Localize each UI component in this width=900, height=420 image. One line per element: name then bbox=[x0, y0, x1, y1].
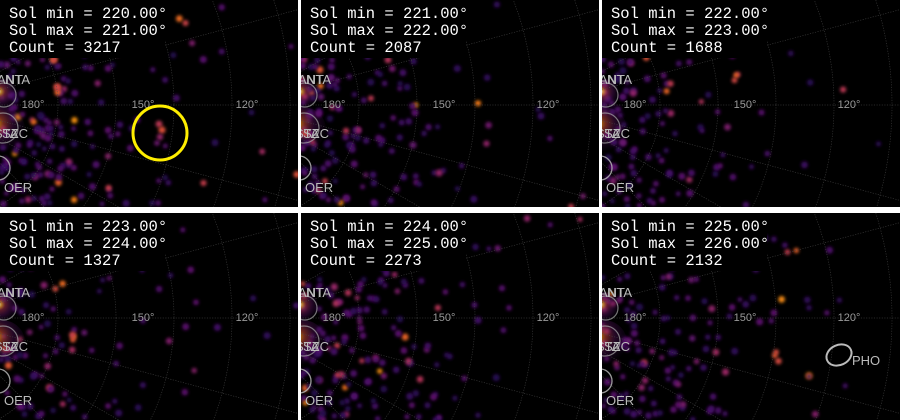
svg-text:180°: 180° bbox=[323, 312, 346, 324]
svg-text:120°: 120° bbox=[537, 99, 560, 111]
svg-text:Sol min = 223.00°: Sol min = 223.00° bbox=[9, 218, 167, 236]
svg-text:NTA: NTA bbox=[5, 285, 30, 300]
svg-text:180°: 180° bbox=[624, 99, 647, 111]
svg-text:SZC: SZC bbox=[604, 339, 630, 354]
svg-text:150°: 150° bbox=[433, 99, 456, 111]
svg-text:Count = 2087: Count = 2087 bbox=[310, 39, 422, 57]
svg-text:150°: 150° bbox=[734, 99, 757, 111]
svg-text:Sol max = 224.00°: Sol max = 224.00° bbox=[9, 235, 167, 253]
svg-text:OER: OER bbox=[305, 180, 333, 195]
svg-text:NTA: NTA bbox=[306, 285, 331, 300]
svg-text:Count = 3217: Count = 3217 bbox=[9, 39, 121, 57]
svg-text:Sol min = 220.00°: Sol min = 220.00° bbox=[9, 5, 167, 23]
svg-text:NTA: NTA bbox=[5, 72, 30, 87]
svg-text:SZC: SZC bbox=[604, 126, 630, 141]
svg-text:Sol min = 225.00°: Sol min = 225.00° bbox=[611, 218, 769, 236]
svg-text:OER: OER bbox=[606, 393, 634, 408]
svg-text:Count = 2273: Count = 2273 bbox=[310, 252, 422, 270]
svg-text:Sol min = 222.00°: Sol min = 222.00° bbox=[611, 5, 769, 23]
svg-text:150°: 150° bbox=[433, 312, 456, 324]
svg-text:Count = 1688: Count = 1688 bbox=[611, 39, 723, 57]
svg-text:Sol max = 225.00°: Sol max = 225.00° bbox=[310, 235, 468, 253]
svg-text:180°: 180° bbox=[323, 99, 346, 111]
svg-text:Sol max = 223.00°: Sol max = 223.00° bbox=[611, 22, 769, 40]
svg-text:OER: OER bbox=[4, 180, 32, 195]
svg-text:NTA: NTA bbox=[306, 72, 331, 87]
svg-text:Sol max = 221.00°: Sol max = 221.00° bbox=[9, 22, 167, 40]
svg-text:120°: 120° bbox=[236, 312, 259, 324]
svg-text:150°: 150° bbox=[132, 99, 155, 111]
svg-text:OER: OER bbox=[4, 393, 32, 408]
svg-text:NTA: NTA bbox=[607, 285, 632, 300]
svg-text:180°: 180° bbox=[22, 312, 45, 324]
svg-text:120°: 120° bbox=[537, 312, 560, 324]
svg-text:NTA: NTA bbox=[607, 72, 632, 87]
svg-text:150°: 150° bbox=[734, 312, 757, 324]
svg-text:Count = 2132: Count = 2132 bbox=[611, 252, 723, 270]
svg-text:Count = 1327: Count = 1327 bbox=[9, 252, 121, 270]
svg-text:180°: 180° bbox=[22, 99, 45, 111]
svg-text:Sol min = 224.00°: Sol min = 224.00° bbox=[310, 218, 468, 236]
svg-text:120°: 120° bbox=[838, 312, 861, 324]
svg-text:SZC: SZC bbox=[303, 339, 329, 354]
svg-text:Sol min = 221.00°: Sol min = 221.00° bbox=[310, 5, 468, 23]
svg-text:120°: 120° bbox=[838, 99, 861, 111]
svg-text:120°: 120° bbox=[236, 99, 259, 111]
svg-text:Sol max = 226.00°: Sol max = 226.00° bbox=[611, 235, 769, 253]
svg-text:SZC: SZC bbox=[2, 126, 28, 141]
svg-text:180°: 180° bbox=[624, 312, 647, 324]
svg-text:PHO: PHO bbox=[852, 353, 880, 368]
svg-text:SZC: SZC bbox=[303, 126, 329, 141]
svg-text:Sol max = 222.00°: Sol max = 222.00° bbox=[310, 22, 468, 40]
svg-text:OER: OER bbox=[606, 180, 634, 195]
svg-text:150°: 150° bbox=[132, 312, 155, 324]
svg-text:OER: OER bbox=[305, 393, 333, 408]
svg-text:SZC: SZC bbox=[2, 339, 28, 354]
